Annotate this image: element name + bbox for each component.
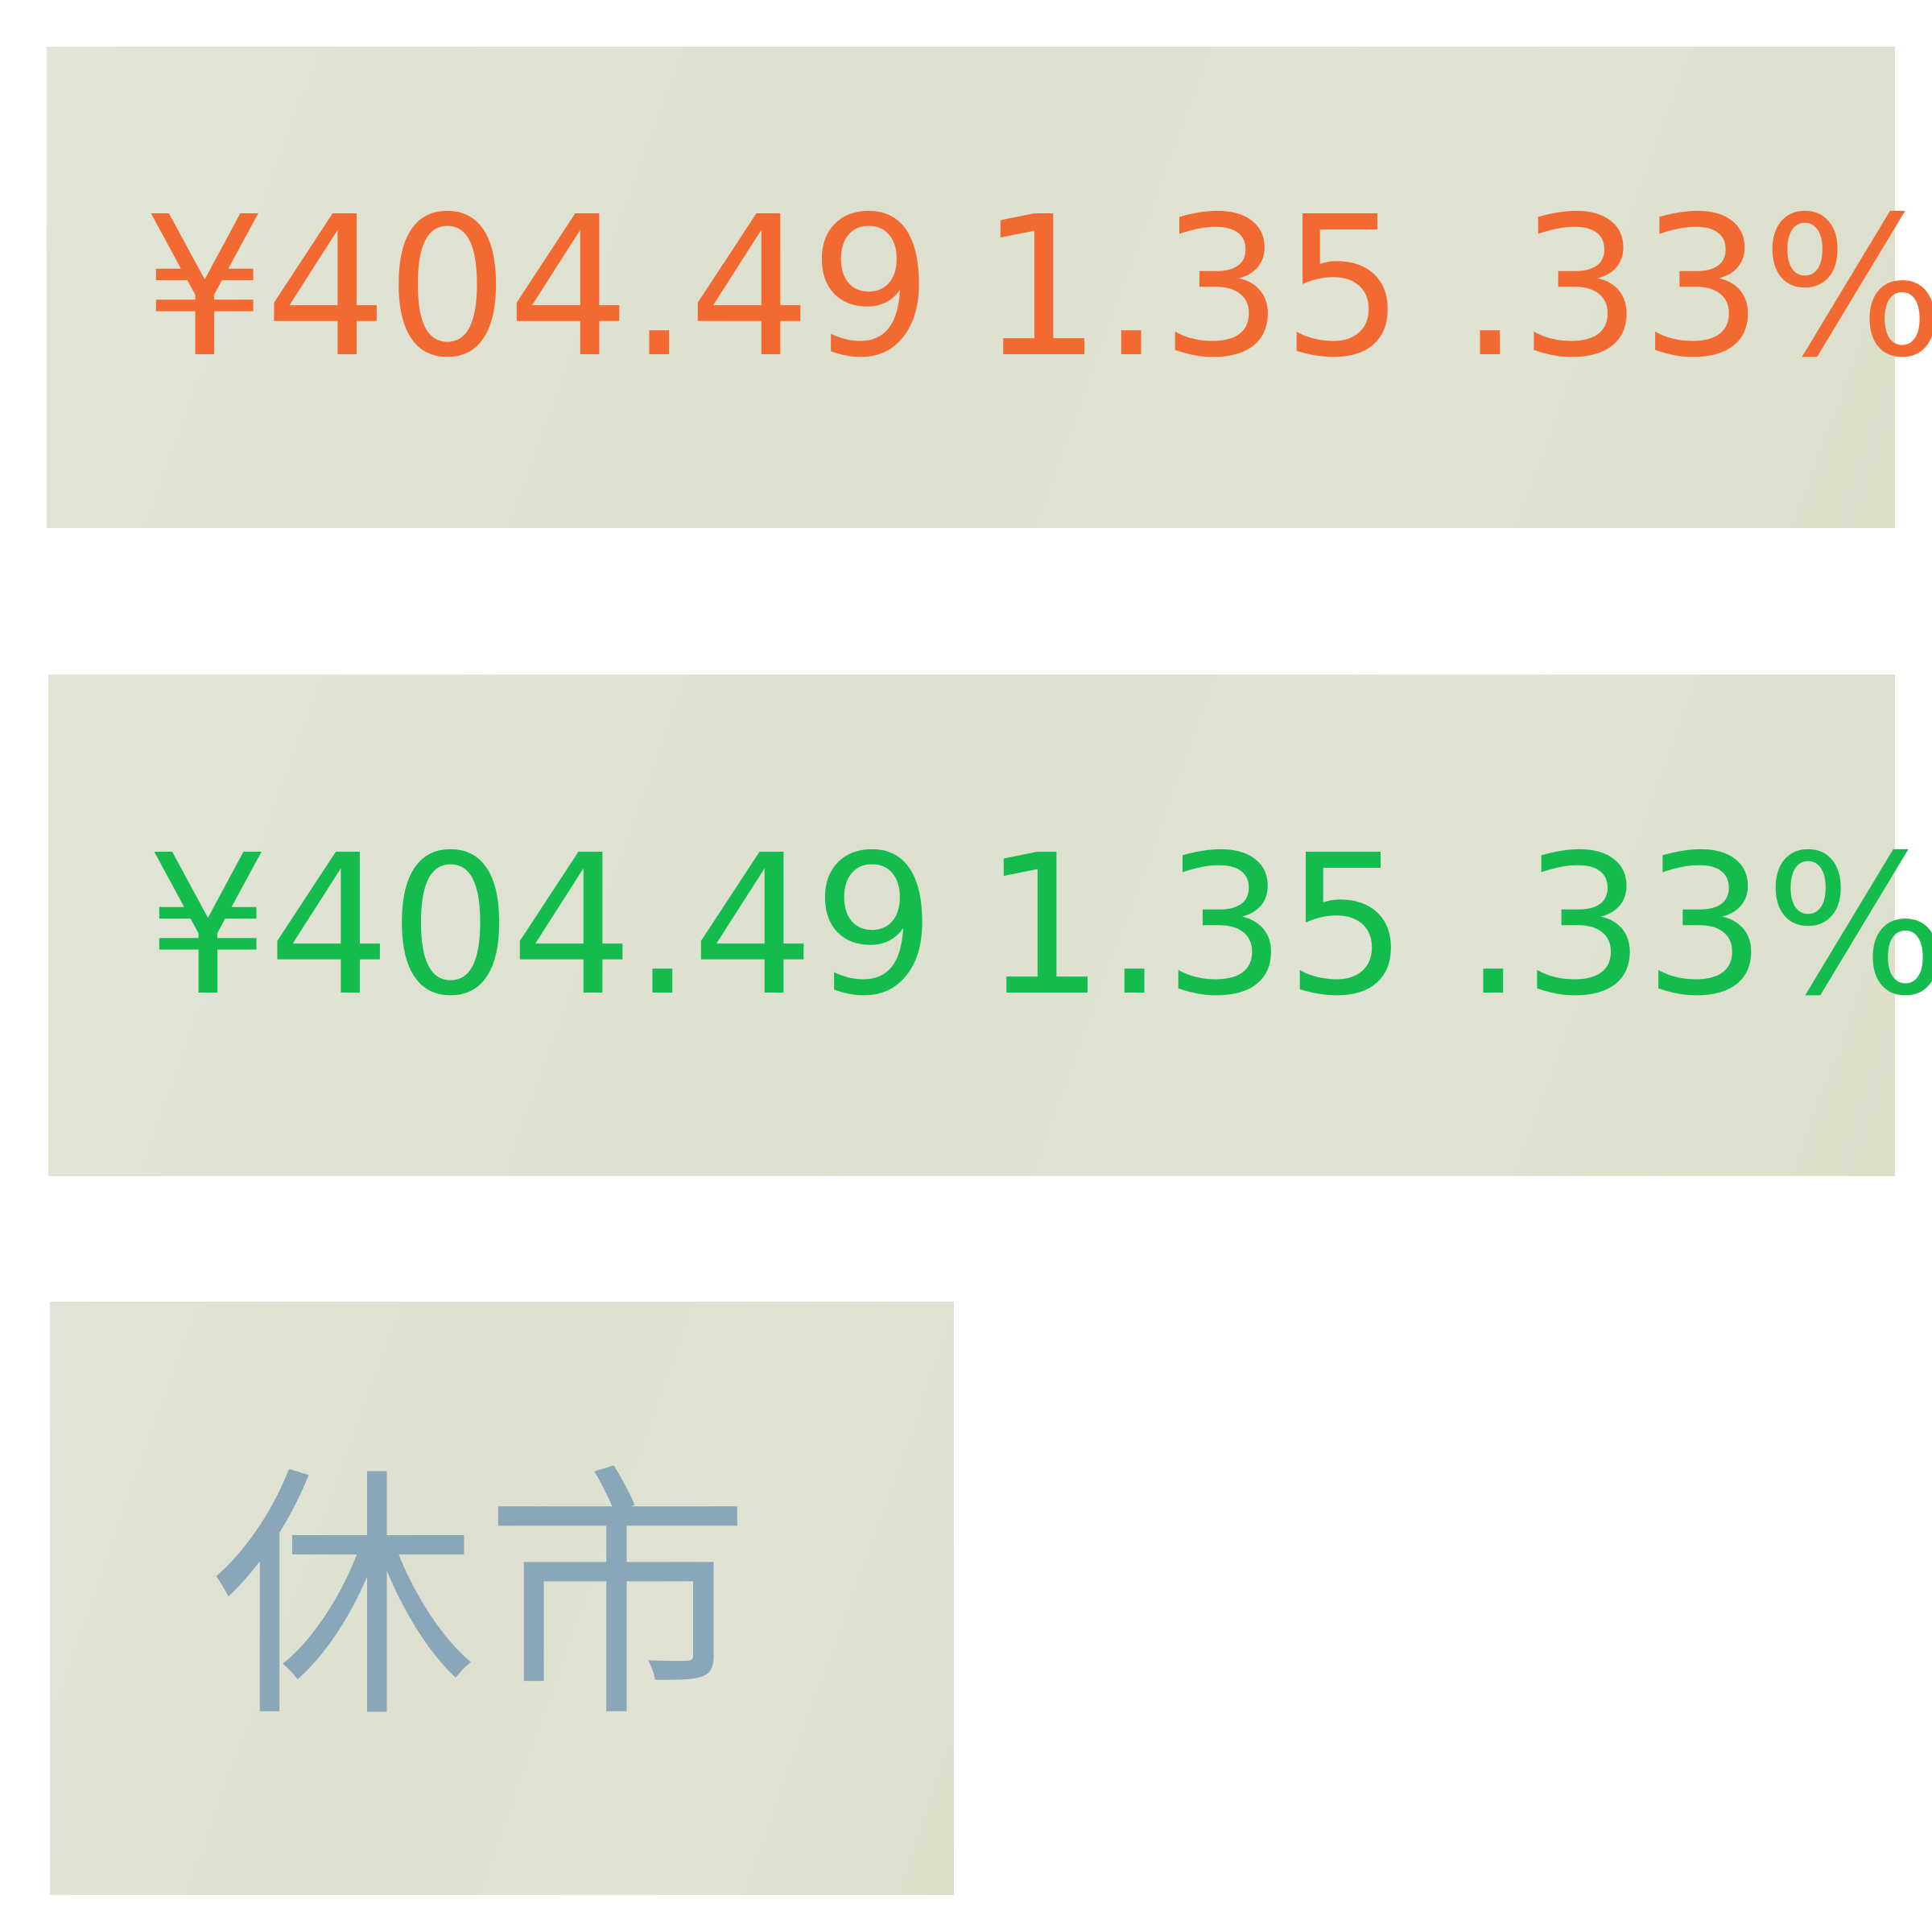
market-closed-panel: 休市 xyxy=(50,1302,954,1895)
quote-line-up: ¥404.49 1.35 .33% xyxy=(143,191,1932,384)
change-value: 1.35 xyxy=(979,175,1404,400)
change-percent: .33% xyxy=(1462,812,1932,1038)
quote-panel-up: ¥404.49 1.35 .33% xyxy=(47,47,1932,528)
market-closed-label: 休市 xyxy=(211,1443,758,1753)
quote-line-down: ¥404.49 1.35 .33% xyxy=(147,829,1932,1022)
price-value: ¥404.49 xyxy=(147,812,935,1038)
price-value: ¥404.49 xyxy=(143,175,932,400)
change-value: 1.35 xyxy=(982,812,1407,1038)
quote-panel-down: ¥404.49 1.35 .33% xyxy=(48,675,1932,1176)
change-percent: .33% xyxy=(1459,175,1932,400)
